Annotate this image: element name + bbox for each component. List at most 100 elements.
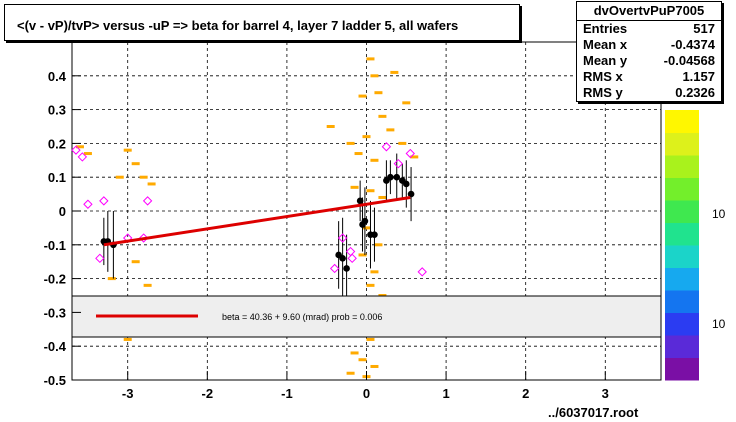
- grid: [72, 42, 661, 381]
- hist-cell: [370, 158, 379, 162]
- hist-cell: [362, 135, 371, 139]
- color-scale-segment: [665, 155, 699, 178]
- profile-point: [343, 265, 350, 272]
- stats-label: Mean y: [583, 53, 628, 68]
- hist-cell: [378, 195, 387, 199]
- stats-label: Mean x: [583, 37, 628, 52]
- x-tick-label: -2: [202, 386, 214, 401]
- x-tick-label: 2: [522, 386, 529, 401]
- hist-cell: [115, 175, 124, 179]
- hist-cell: [354, 152, 363, 156]
- y-tick-label: 0.2: [48, 136, 66, 151]
- y-tick-label: -0.1: [44, 238, 66, 253]
- y-tick-label: 0.3: [48, 103, 66, 118]
- hist-cell: [386, 128, 395, 132]
- hist-cell: [370, 270, 379, 274]
- open-marker: [405, 148, 415, 159]
- stats-label: Entries: [583, 21, 628, 36]
- hist-cell: [366, 337, 375, 341]
- fit-legend-text: beta = 40.36 + 9.60 (mrad) prob = 0.006: [222, 312, 382, 322]
- color-scale-segment: [665, 290, 699, 313]
- hist-cell: [75, 145, 84, 149]
- open-markers: [71, 142, 427, 277]
- y-tick-label: 0.1: [48, 170, 66, 185]
- hist-cell: [370, 364, 379, 368]
- x-tick-label: 0: [363, 386, 370, 401]
- y-tick-label: -0.5: [44, 373, 66, 388]
- profile-point: [356, 197, 364, 205]
- hist-cell: [374, 91, 383, 95]
- x-tick-label: -3: [122, 386, 134, 401]
- hist-cell: [107, 277, 116, 281]
- color-scale-segment: [665, 200, 699, 223]
- stats-row-mean-x: Mean x -0.4374: [577, 37, 721, 53]
- stats-box: dvOvertvPuP7005 Entries 517 Mean x -0.4374…: [576, 1, 722, 102]
- hist-cell: [366, 283, 375, 287]
- file-label: ../6037017.root: [548, 405, 639, 420]
- hist-cell: [346, 141, 355, 145]
- hist-cell: [147, 182, 156, 186]
- stats-row-entries: Entries 517: [577, 21, 721, 37]
- hist-cell: [123, 148, 132, 152]
- color-scale-label: 10: [712, 317, 726, 331]
- open-marker: [381, 142, 392, 152]
- profile-point: [402, 180, 410, 188]
- color-scale-label: 10: [712, 207, 726, 221]
- stats-label: RMS x: [583, 69, 623, 84]
- stats-value: 517: [693, 21, 715, 36]
- color-scale-segment: [665, 267, 699, 291]
- stats-value: 0.2326: [675, 85, 715, 100]
- open-marker: [95, 253, 105, 264]
- hist-cell: [346, 371, 355, 375]
- color-scale-segment: [665, 357, 699, 381]
- stats-value: -0.4374: [670, 37, 715, 52]
- fit-legend-box: beta = 40.36 + 9.60 (mrad) prob = 0.006: [71, 295, 662, 338]
- hist-cell: [402, 101, 411, 105]
- y-tick-label: 0.4: [48, 69, 67, 84]
- hist-cell: [326, 125, 335, 128]
- color-scale-segment: [665, 222, 699, 246]
- stats-value: 1.157: [682, 69, 715, 84]
- hist-cell: [358, 253, 367, 257]
- hist-cell: [350, 351, 359, 355]
- hist-cell: [83, 152, 92, 156]
- hist-cell: [378, 114, 387, 118]
- hist-cell: [362, 226, 371, 230]
- fit-line: [103, 195, 411, 247]
- hist-cell: [374, 243, 383, 247]
- hist-cell: [350, 185, 359, 189]
- y-tick-label: -0.3: [44, 305, 66, 320]
- hist-cell: [123, 337, 132, 341]
- stats-value: -0.04568: [663, 53, 715, 68]
- profile-point: [371, 231, 378, 238]
- hist-cell: [358, 94, 367, 98]
- hist-cell: [410, 155, 419, 159]
- profile-point: [387, 173, 394, 181]
- color-scale-segment: [665, 177, 699, 201]
- open-marker: [329, 263, 340, 274]
- color-scale: 10 10: [665, 110, 726, 381]
- stats-row-mean-y: Mean y -0.04568: [577, 53, 721, 69]
- color-scale-segment: [665, 110, 699, 133]
- color-scale-segment: [665, 245, 699, 268]
- axes: -3 -2 -1 0 1 2 3 -0.5 -0.4 -0.3 -0.2 -0.1 0 0.1 0.2 0.3…: [44, 69, 609, 401]
- hist-cell: [398, 141, 407, 145]
- x-tick-label: 1: [442, 386, 449, 401]
- open-marker: [347, 253, 357, 264]
- open-marker: [138, 233, 149, 243]
- y-tick-label: 0: [59, 204, 66, 219]
- y-tick-label: -0.4: [44, 339, 67, 354]
- plot-title: <(v - vP)/tvP> versus -uP => beta for ba…: [4, 4, 520, 41]
- stats-name: dvOvertvPuP7005: [577, 2, 721, 21]
- hist-cell: [370, 74, 379, 78]
- hist-cell: [366, 57, 375, 61]
- open-marker: [83, 199, 93, 209]
- open-marker: [417, 267, 427, 277]
- plot-title-text: <(v - vP)/tvP> versus -uP => beta for ba…: [17, 18, 459, 33]
- open-marker: [337, 233, 348, 243]
- stats-label: RMS y: [583, 85, 623, 100]
- open-marker: [77, 152, 88, 162]
- x-tick-label: -1: [281, 386, 293, 401]
- hist-cell: [131, 260, 140, 264]
- x-tick-label: 3: [602, 386, 609, 401]
